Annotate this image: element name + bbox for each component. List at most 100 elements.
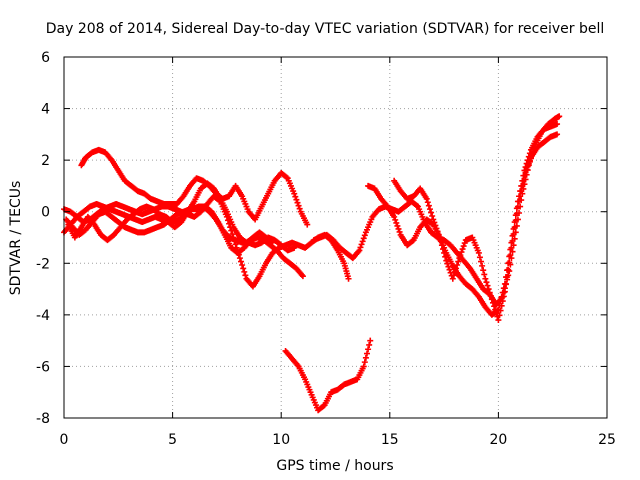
data-point xyxy=(428,209,435,216)
data-point xyxy=(233,244,240,251)
data-point xyxy=(459,246,466,253)
grid xyxy=(64,57,607,418)
data-point xyxy=(447,269,454,276)
data-point xyxy=(520,177,527,184)
data-point xyxy=(501,288,508,295)
data-point xyxy=(523,166,530,173)
data-point xyxy=(495,317,502,324)
data-point xyxy=(445,263,452,270)
data-point xyxy=(432,222,439,229)
y-axis-label: SDTVAR / TECUs xyxy=(8,181,24,296)
data-point xyxy=(511,224,518,231)
data-point xyxy=(554,121,561,128)
data-point xyxy=(437,238,444,245)
x-tick-label: 10 xyxy=(272,432,290,448)
data-point xyxy=(480,267,487,274)
data-point xyxy=(517,193,524,200)
data-point xyxy=(236,255,243,262)
data-point xyxy=(231,237,238,244)
data-point xyxy=(500,285,507,292)
data-point xyxy=(299,273,306,280)
data-point xyxy=(510,231,517,238)
x-tick-label: 0 xyxy=(60,432,69,448)
data-point xyxy=(292,193,299,200)
data-point xyxy=(394,222,401,229)
data-point xyxy=(451,268,458,275)
data-point xyxy=(460,243,467,250)
data-point xyxy=(446,266,453,273)
data-point xyxy=(505,266,512,273)
data-point xyxy=(238,258,245,265)
data-point xyxy=(295,202,302,209)
data-point xyxy=(434,228,441,235)
data-point xyxy=(438,242,445,249)
data-point xyxy=(453,265,460,272)
data-point xyxy=(345,275,352,282)
data-point xyxy=(296,205,303,212)
data-point xyxy=(396,228,403,235)
data-point xyxy=(360,363,367,370)
data-point xyxy=(455,258,462,265)
data-point xyxy=(223,213,230,220)
data-point xyxy=(226,220,233,227)
data-point xyxy=(492,306,499,313)
y-tick-label: -8 xyxy=(36,411,50,427)
data-point xyxy=(513,210,520,217)
data-point xyxy=(450,272,457,279)
data-point xyxy=(293,196,300,203)
data-point xyxy=(423,195,430,202)
data-point xyxy=(436,234,443,241)
data-point xyxy=(454,262,461,269)
data-point xyxy=(482,275,489,282)
x-tick-label: 20 xyxy=(489,432,507,448)
data-point xyxy=(505,260,512,267)
data-point xyxy=(242,272,249,279)
data-point xyxy=(283,174,290,181)
data-point xyxy=(224,217,231,224)
y-tick-label: 2 xyxy=(41,153,50,169)
y-tick-label: -6 xyxy=(36,359,50,375)
data-point xyxy=(500,293,507,300)
data-point xyxy=(216,197,223,204)
series-arc-8 xyxy=(365,121,561,318)
data-point xyxy=(461,240,468,247)
data-point xyxy=(483,279,490,286)
series-arc-1 xyxy=(61,180,276,246)
data-point xyxy=(476,254,483,261)
data-point xyxy=(361,232,368,239)
data-point xyxy=(493,310,500,317)
data-point xyxy=(486,289,493,296)
data-point xyxy=(487,292,494,299)
data-point xyxy=(508,244,515,251)
data-point xyxy=(478,258,485,265)
data-point xyxy=(481,271,488,278)
data-point xyxy=(393,219,400,226)
data-point xyxy=(499,298,506,305)
data-point xyxy=(357,244,364,251)
data-point xyxy=(430,216,437,223)
data-point xyxy=(516,198,523,205)
y-tick-label: -2 xyxy=(36,256,50,272)
data-point xyxy=(431,219,438,226)
data-point xyxy=(498,302,505,309)
data-point xyxy=(235,251,242,258)
data-point xyxy=(232,241,239,248)
data-point xyxy=(489,299,496,306)
data-point xyxy=(485,286,492,293)
data-point xyxy=(554,131,561,138)
data-point xyxy=(228,227,235,234)
data-point xyxy=(504,274,511,281)
data-point xyxy=(230,234,237,241)
data-point xyxy=(443,257,450,264)
chart-title: Day 208 of 2014, Sidereal Day-to-day VTE… xyxy=(46,21,605,37)
data-point xyxy=(363,350,370,357)
data-point xyxy=(229,231,236,238)
data-point xyxy=(496,312,503,319)
y-tick-label: 4 xyxy=(41,102,50,118)
y-tick-label: -4 xyxy=(36,308,50,324)
data-point xyxy=(395,225,402,232)
data-point xyxy=(441,249,448,256)
data-point xyxy=(239,262,246,269)
data-point xyxy=(367,337,374,344)
data-point xyxy=(425,202,432,209)
